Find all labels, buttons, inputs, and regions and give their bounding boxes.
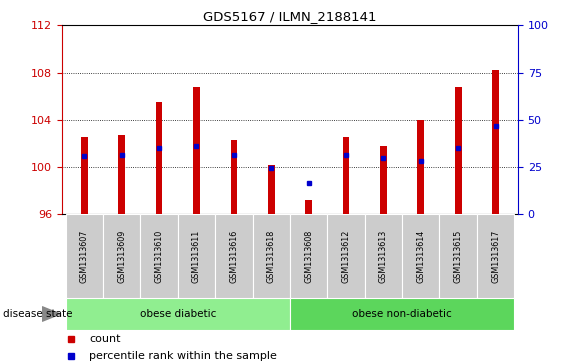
Bar: [402, 214, 440, 298]
Bar: [343, 138, 350, 214]
Bar: [81, 138, 88, 214]
Text: GSM1313609: GSM1313609: [117, 229, 126, 283]
Bar: [253, 214, 290, 298]
Text: GSM1313612: GSM1313612: [342, 229, 351, 283]
Bar: [492, 70, 499, 214]
Bar: [290, 214, 327, 298]
Bar: [455, 87, 462, 214]
Bar: [103, 214, 140, 298]
Text: GSM1313618: GSM1313618: [267, 229, 276, 282]
Text: GSM1313611: GSM1313611: [192, 229, 201, 282]
Text: percentile rank within the sample: percentile rank within the sample: [90, 351, 277, 361]
Text: GSM1313608: GSM1313608: [304, 229, 313, 282]
Bar: [477, 214, 514, 298]
Bar: [290, 298, 514, 330]
Text: GSM1313617: GSM1313617: [491, 229, 500, 283]
Bar: [156, 102, 163, 214]
Bar: [305, 200, 312, 214]
Bar: [268, 165, 275, 214]
Bar: [140, 214, 178, 298]
Bar: [365, 214, 402, 298]
Bar: [66, 214, 103, 298]
Bar: [417, 120, 424, 214]
Text: count: count: [90, 334, 121, 344]
Text: obese non-diabetic: obese non-diabetic: [352, 309, 452, 319]
Bar: [178, 214, 215, 298]
Text: obese diabetic: obese diabetic: [140, 309, 216, 319]
Bar: [66, 298, 290, 330]
Bar: [215, 214, 253, 298]
Bar: [327, 214, 365, 298]
Bar: [193, 87, 200, 214]
Text: disease state: disease state: [3, 309, 72, 319]
Bar: [230, 140, 237, 214]
Text: GSM1313610: GSM1313610: [155, 229, 164, 282]
Bar: [380, 146, 387, 214]
Bar: [118, 135, 125, 214]
Text: GSM1313613: GSM1313613: [379, 229, 388, 282]
Text: GSM1313616: GSM1313616: [229, 229, 238, 282]
Text: GSM1313614: GSM1313614: [416, 229, 425, 282]
Title: GDS5167 / ILMN_2188141: GDS5167 / ILMN_2188141: [203, 10, 377, 23]
Bar: [440, 214, 477, 298]
Text: GSM1313607: GSM1313607: [80, 229, 89, 283]
Text: GSM1313615: GSM1313615: [454, 229, 463, 283]
Polygon shape: [42, 307, 60, 321]
